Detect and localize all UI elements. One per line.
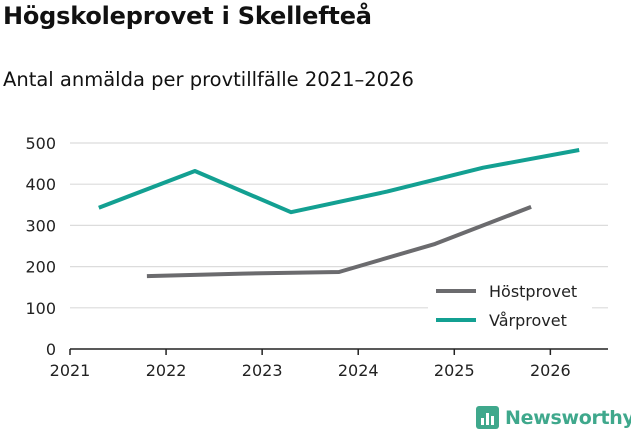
chart-subtitle: Antal anmälda per provtillfälle 2021–202… (3, 68, 414, 91)
bar-chart-icon (476, 406, 499, 429)
x-tick-label: 2025 (434, 361, 475, 380)
y-tick-label: 100 (25, 299, 56, 318)
x-tick-label: 2023 (242, 361, 283, 380)
x-tick-label: 2021 (50, 361, 91, 380)
y-tick-label: 300 (25, 216, 56, 235)
legend-label: Höstprovet (489, 282, 577, 301)
y-tick-label: 500 (25, 134, 56, 153)
newsworthy-logo: Newsworthy (476, 406, 631, 429)
series-line-h-stprovet (146, 205, 532, 279)
y-tick-label: 200 (25, 258, 56, 277)
brand-name: Newsworthy (505, 406, 631, 429)
y-tick-label: 0 (46, 340, 56, 359)
x-tick-label: 2022 (146, 361, 187, 380)
x-tick-label: 2026 (530, 361, 571, 380)
x-tick-label: 2024 (338, 361, 379, 380)
chart-title: Högskoleprovet i Skellefteå (3, 2, 372, 30)
series-line-v-rprovet (98, 148, 580, 215)
y-tick-label: 400 (25, 175, 56, 194)
legend-label: Vårprovet (489, 311, 567, 330)
legend-box (428, 276, 592, 344)
